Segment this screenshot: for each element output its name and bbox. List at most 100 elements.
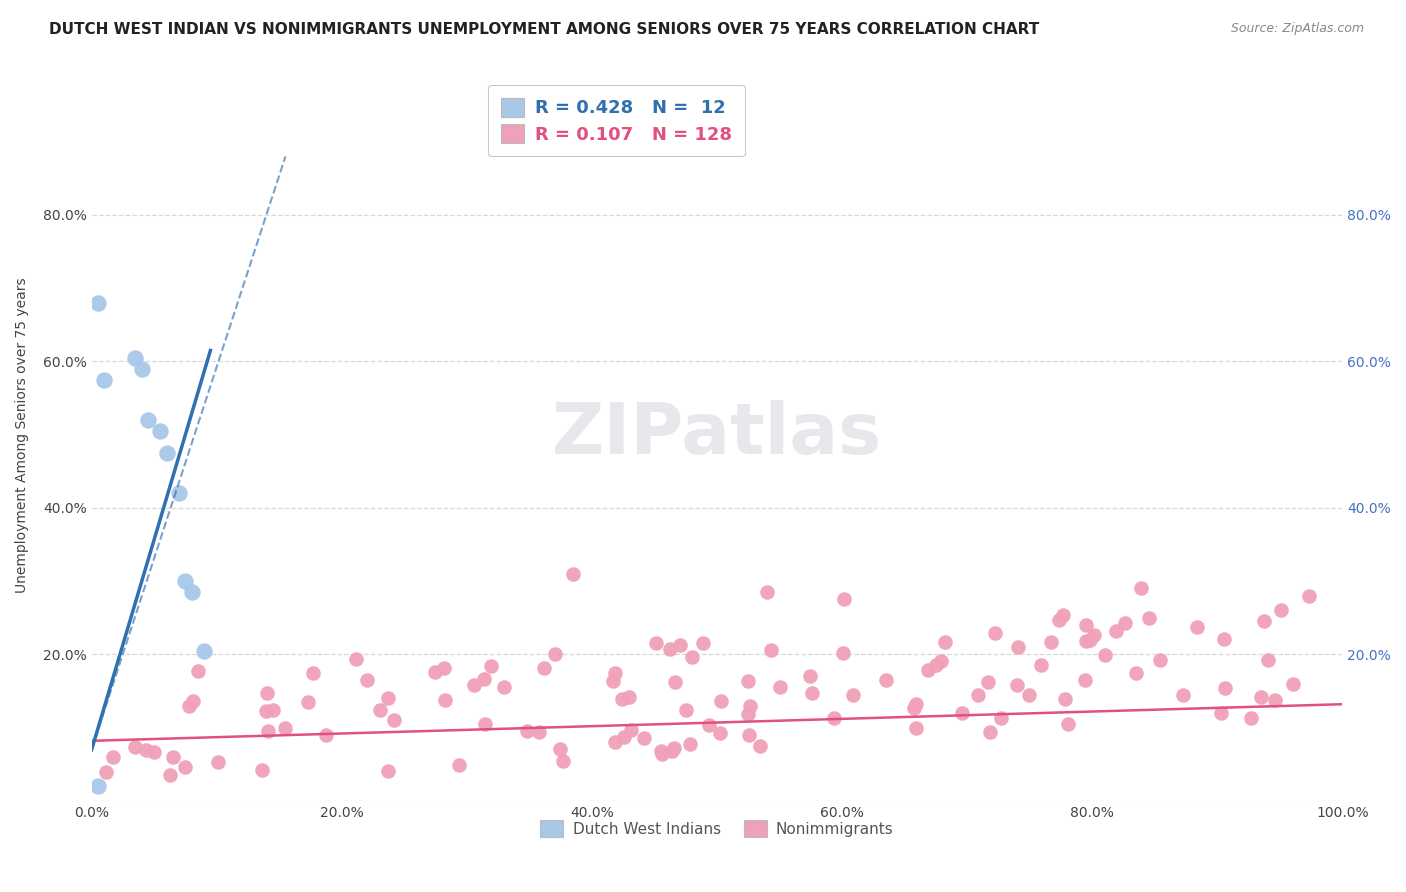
Point — [562, 566, 585, 581]
Point — [551, 755, 574, 769]
Point — [675, 703, 697, 717]
Point — [193, 644, 215, 658]
Point — [709, 726, 731, 740]
Point — [984, 625, 1007, 640]
Point — [302, 666, 325, 681]
Point — [832, 646, 855, 660]
Point — [1125, 665, 1147, 680]
Point — [131, 361, 153, 376]
Point — [368, 703, 391, 717]
Point — [1083, 627, 1105, 641]
Point — [633, 731, 655, 745]
Point — [433, 661, 456, 675]
Point — [1005, 678, 1028, 692]
Point — [934, 634, 956, 648]
Point — [174, 760, 197, 774]
Point — [1078, 633, 1101, 648]
Point — [315, 728, 337, 742]
Text: DUTCH WEST INDIAN VS NONIMMIGRANTS UNEMPLOYMENT AMONG SENIORS OVER 75 YEARS CORR: DUTCH WEST INDIAN VS NONIMMIGRANTS UNEMP… — [49, 22, 1039, 37]
Point — [661, 744, 683, 758]
Point — [1264, 693, 1286, 707]
Point — [905, 697, 928, 711]
Point — [1209, 706, 1232, 720]
Point — [463, 678, 485, 692]
Point — [533, 661, 555, 675]
Point — [605, 735, 627, 749]
Point — [664, 741, 686, 756]
Point — [174, 574, 197, 589]
Point — [1074, 634, 1097, 648]
Point — [124, 351, 146, 365]
Point — [929, 654, 952, 668]
Point — [346, 652, 368, 666]
Text: Source: ZipAtlas.com: Source: ZipAtlas.com — [1230, 22, 1364, 36]
Point — [1056, 717, 1078, 731]
Point — [832, 592, 855, 607]
Point — [842, 688, 865, 702]
Point — [474, 717, 496, 731]
Point — [1047, 613, 1070, 627]
Point — [254, 705, 277, 719]
Point — [433, 693, 456, 707]
Point — [1253, 614, 1275, 628]
Point — [681, 650, 703, 665]
Point — [979, 725, 1001, 739]
Point — [159, 767, 181, 781]
Point — [903, 701, 925, 715]
Point — [1257, 652, 1279, 666]
Point — [1052, 608, 1074, 623]
Point — [602, 673, 624, 688]
Point — [377, 690, 399, 705]
Point — [650, 744, 672, 758]
Point — [875, 673, 897, 687]
Point — [101, 749, 124, 764]
Point — [924, 657, 946, 672]
Point — [613, 731, 636, 745]
Point — [799, 668, 821, 682]
Point — [143, 745, 166, 759]
Point — [645, 635, 668, 649]
Point — [93, 373, 115, 387]
Point — [474, 673, 496, 687]
Point — [135, 743, 157, 757]
Point — [1137, 611, 1160, 625]
Point — [710, 694, 733, 708]
Point — [180, 585, 202, 599]
Point — [664, 674, 686, 689]
Point — [605, 665, 627, 680]
Point — [356, 673, 378, 688]
Point — [737, 674, 759, 689]
Point — [1074, 618, 1097, 632]
Point — [904, 721, 927, 735]
Point — [651, 747, 673, 761]
Point — [262, 703, 284, 717]
Point — [692, 636, 714, 650]
Point — [1129, 582, 1152, 596]
Point — [801, 686, 824, 700]
Point — [187, 664, 209, 678]
Point — [544, 648, 567, 662]
Point — [1298, 589, 1320, 603]
Point — [1149, 653, 1171, 667]
Point — [737, 706, 759, 721]
Point — [449, 758, 471, 772]
Point — [423, 665, 446, 679]
Point — [492, 681, 515, 695]
Point — [620, 723, 643, 737]
Point — [1094, 648, 1116, 662]
Point — [516, 724, 538, 739]
Point — [179, 698, 201, 713]
Point — [619, 690, 641, 705]
Point — [769, 681, 792, 695]
Point — [377, 764, 399, 778]
Point — [679, 737, 702, 751]
Point — [1040, 634, 1063, 648]
Point — [382, 714, 405, 728]
Point — [87, 779, 110, 793]
Point — [823, 711, 845, 725]
Point — [658, 642, 681, 657]
Text: ZIPatlas: ZIPatlas — [553, 401, 882, 469]
Point — [1250, 690, 1272, 704]
Point — [1053, 692, 1076, 706]
Point — [124, 739, 146, 754]
